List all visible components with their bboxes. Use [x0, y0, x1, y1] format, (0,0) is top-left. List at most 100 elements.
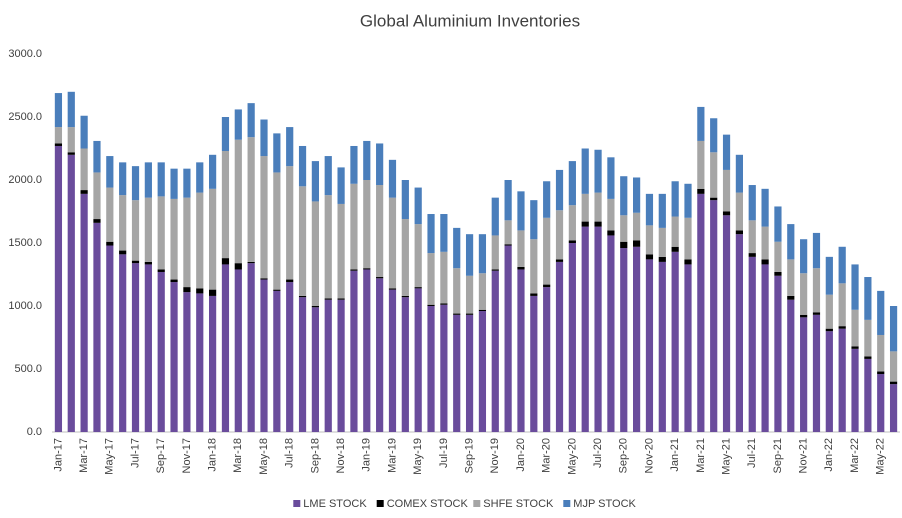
bar-segment: [645, 259, 654, 432]
x-tick-label: Nov-18: [335, 438, 347, 473]
bar-segment: [555, 169, 564, 211]
bar-segment: [247, 261, 255, 264]
bar-segment: [183, 197, 191, 288]
bar-segment: [131, 260, 140, 264]
bar-segment: [427, 214, 435, 254]
x-tick-label: Mar-21: [695, 438, 707, 473]
bar-segment: [157, 196, 165, 270]
y-tick-label: 3000.0: [8, 48, 42, 60]
y-tick-label: 0.0: [27, 426, 42, 438]
bar-segment: [748, 253, 756, 257]
bar-segment: [453, 314, 461, 432]
bar-segment: [735, 234, 743, 432]
bar-segment: [376, 143, 384, 186]
bar-segment: [504, 244, 512, 246]
bar-segment: [427, 306, 435, 432]
y-tick-label: 500.0: [14, 363, 42, 375]
x-tick-label: Jan-17: [52, 438, 64, 472]
bar-segment: [183, 287, 191, 293]
bar-segment: [658, 261, 666, 432]
bar-segment: [851, 348, 859, 432]
x-tick-label: Jan-20: [515, 438, 527, 472]
bar-segment: [427, 304, 435, 306]
bar-segment: [504, 220, 512, 245]
bar-segment: [735, 230, 743, 235]
x-tick-label: Mar-20: [541, 438, 553, 473]
bar-segment: [812, 232, 821, 269]
bar-segment: [376, 185, 384, 278]
bar-segment: [401, 297, 409, 432]
bar-segment: [273, 289, 281, 291]
bar-segment: [80, 190, 88, 194]
bar-segment: [247, 103, 255, 138]
bar-segment: [170, 282, 178, 432]
bar-segment: [260, 156, 268, 279]
bar-segment: [247, 137, 255, 262]
bar-segment: [568, 161, 576, 206]
bar-segment: [196, 162, 204, 193]
bar-segment: [607, 157, 615, 199]
bar-segment: [170, 279, 178, 283]
bar-segment: [478, 273, 487, 310]
bar-segment: [645, 193, 654, 226]
bar-segment: [401, 295, 409, 298]
bar-segment: [119, 250, 127, 255]
bar-segment: [710, 197, 718, 201]
bar-segment: [273, 133, 281, 173]
bar-segment: [851, 264, 859, 310]
bar-segment: [787, 259, 795, 296]
bar-segment: [594, 149, 602, 193]
x-tick-label: May-20: [566, 438, 578, 475]
bar-segment: [465, 313, 474, 315]
bar-segment: [568, 243, 576, 432]
bar-segment: [671, 216, 679, 247]
legend-label: LME STOCK: [303, 498, 367, 510]
bar-segment: [825, 294, 833, 329]
bar-segment: [286, 282, 294, 432]
x-tick-label: Sep-18: [309, 438, 321, 473]
bar-segment: [453, 227, 461, 269]
bar-segment: [119, 162, 127, 196]
legend-label: COMEX STOCK: [387, 498, 469, 510]
bar-segment: [209, 295, 217, 432]
bar-segment: [787, 224, 795, 260]
bar-segment: [877, 290, 885, 335]
bar-segment: [131, 200, 140, 261]
bar-segment: [144, 261, 152, 265]
bar-segment: [286, 166, 294, 280]
bar-segment: [594, 226, 602, 432]
x-tick-label: Jul-19: [438, 438, 450, 468]
bar-segment: [453, 313, 461, 315]
x-tick-label: Sep-19: [463, 438, 475, 473]
y-tick-label: 1000.0: [8, 300, 42, 312]
bar-segment: [555, 210, 564, 260]
bar-segment: [234, 139, 242, 264]
bar-segment: [183, 292, 191, 432]
bar-segment: [633, 212, 641, 241]
y-tick-label: 1500.0: [8, 237, 42, 249]
bar-segment: [350, 269, 358, 271]
bar-segment: [812, 268, 821, 313]
bar-segment: [543, 284, 551, 288]
bar-segment: [388, 288, 397, 290]
bar-segment: [286, 279, 294, 283]
bar-segment: [568, 240, 576, 243]
bar-segment: [748, 185, 756, 221]
bar-segment: [851, 309, 859, 347]
bar-segment: [774, 275, 782, 432]
bar-segment: [221, 264, 230, 432]
bar-segment: [812, 314, 821, 432]
bar-segment: [196, 293, 204, 432]
bar-segment: [67, 127, 75, 153]
bar-segment: [170, 168, 178, 199]
bar-segment: [388, 159, 397, 198]
bar-segment: [722, 134, 731, 170]
bar-segment: [298, 297, 307, 432]
x-tick-label: Jul-21: [746, 438, 758, 468]
x-tick-label: Mar-19: [386, 438, 398, 473]
bar-segment: [864, 356, 872, 359]
x-tick-label: Mar-22: [849, 438, 861, 473]
bar-segment: [787, 299, 795, 432]
bar-segment: [401, 219, 409, 296]
